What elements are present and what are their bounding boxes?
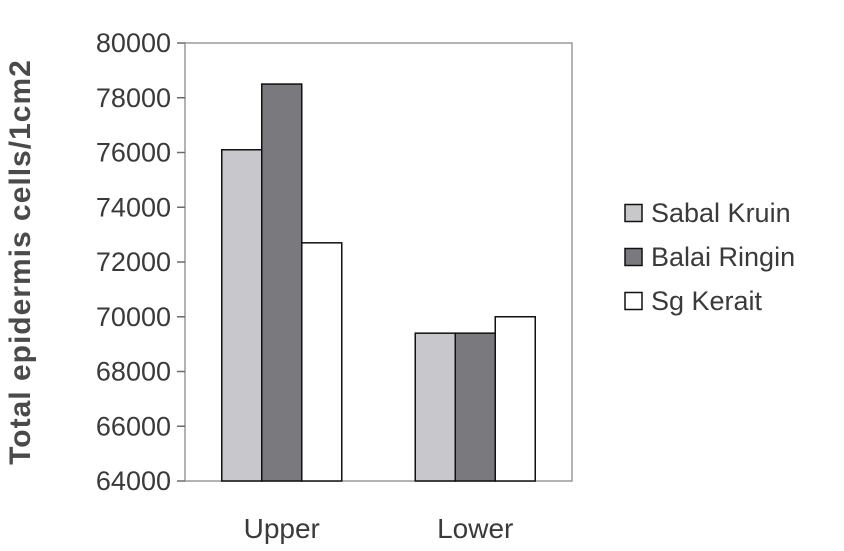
x-axis-labels: Upper Lower [244,513,514,544]
bar-balai-ringin-upper [261,83,303,482]
y-tick-label: 66000 [96,411,171,441]
y-tick-label: 68000 [96,357,171,387]
y-axis-label-group: Total epidermis cells/1cm2 [4,59,37,465]
y-axis-ticks: 64000 66000 68000 70000 72000 74000 76000 78000… [96,28,185,496]
x-category-label: Upper [244,513,320,544]
y-tick-label: 80000 [96,28,171,58]
y-tick-label: 64000 [96,466,171,496]
y-tick-label: 72000 [96,247,171,277]
legend-swatch [624,203,643,223]
y-tick-label: 76000 [96,138,171,168]
bar-sg-kerait-lower [494,316,536,482]
y-tick-label: 74000 [96,192,171,222]
bar-sabal-kruin-lower [414,332,456,482]
legend-label: Sg Kerait [651,286,763,316]
bar-balai-ringin-lower [454,332,496,482]
legend-swatch [624,291,643,311]
bar-sabal-kruin-upper [221,149,263,482]
bars [221,83,536,482]
legend: Sabal Kruin Balai Ringin Sg Kerait [624,198,795,316]
y-axis-label: Total epidermis cells/1cm2 [4,59,37,465]
x-category-label: Lower [437,513,513,544]
legend-label: Balai Ringin [651,242,795,272]
legend-swatch [624,247,643,267]
y-tick-label: 78000 [96,83,171,113]
bar-sg-kerait-upper [301,242,343,482]
y-tick-label: 70000 [96,302,171,332]
legend-label: Sabal Kruin [651,198,791,228]
